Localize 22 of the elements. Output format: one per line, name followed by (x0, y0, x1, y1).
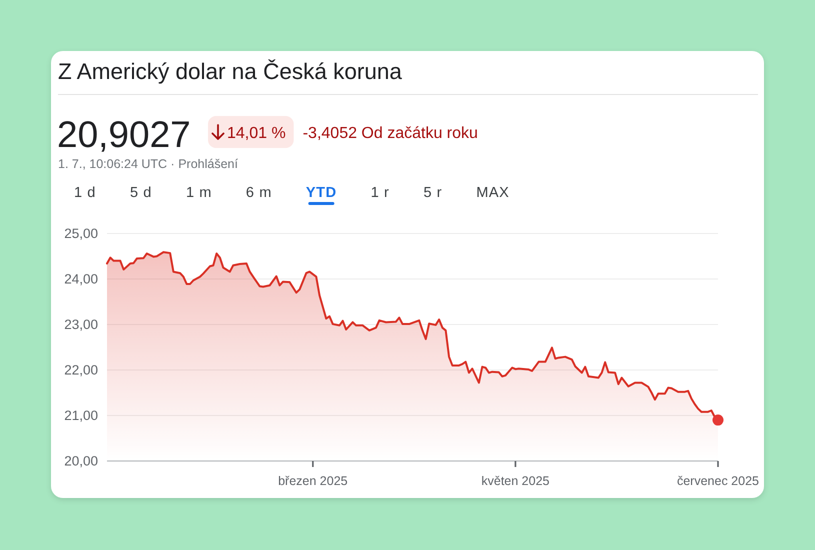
text: 5 d (130, 185, 152, 201)
y-tick-label: 21,00 (64, 408, 98, 423)
text: 5 r (423, 185, 442, 201)
y-tick-label: 20,00 (64, 454, 98, 468)
text: -3,4052 Od začátku roku (302, 125, 478, 142)
text: 1 r (370, 185, 390, 201)
x-tick-label: květen 2025 (481, 474, 550, 488)
text: 1. 7., 10:06:24 UTC · Prohlášení (58, 157, 238, 171)
y-tick-label: 23,00 (64, 317, 98, 332)
text: 1 m (186, 185, 212, 201)
text: 14,01 % (227, 125, 286, 142)
x-tick-label: červenec 2025 (676, 474, 760, 488)
chart-title: Z Americký dolar na Česká koruna (58, 59, 402, 84)
text: MAX (476, 185, 510, 201)
x-tick-label: březen 2025 (278, 474, 348, 488)
text: 1 d (74, 185, 96, 201)
y-tick-label: 22,00 (64, 362, 98, 378)
text: 6 m (246, 185, 272, 201)
text: YTD (306, 185, 337, 201)
y-tick-label: 25,00 (64, 226, 98, 241)
y-tick-label: 24,00 (64, 272, 98, 286)
text: 20,9027 (57, 114, 191, 155)
